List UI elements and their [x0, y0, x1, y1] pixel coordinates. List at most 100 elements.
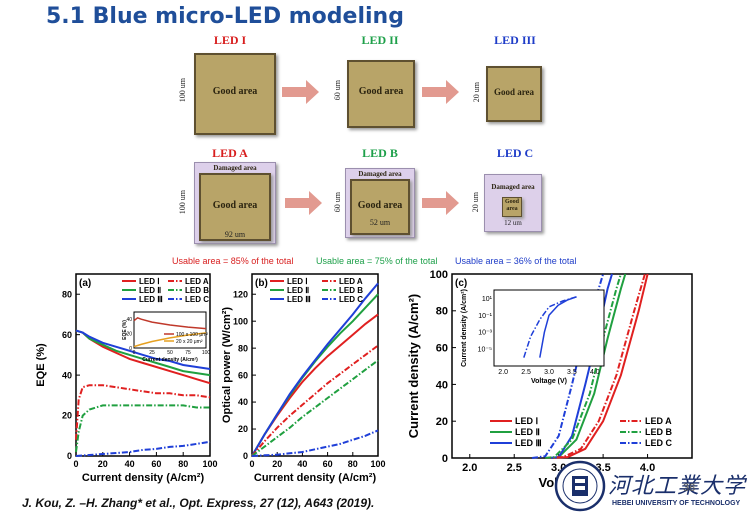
inset-x-tick-label: 3.0 [544, 369, 554, 376]
led-ii-label: LED II [361, 33, 399, 47]
panel-label: (a) [79, 278, 91, 289]
y-tick-label: 60 [62, 330, 72, 340]
led-b-good-area: Good area [357, 200, 403, 211]
inset-x-tick-label: 50 [167, 350, 173, 356]
chart-current-voltage: 2.0 2.5 3.0 3.5 4.0 0 20 40 60 80 100 Voltage (V) Cu… [406, 269, 693, 490]
series-line-led-ⅰ [549, 273, 649, 459]
y-tick-label: 0 [67, 451, 72, 461]
inset-series-line [523, 296, 577, 358]
y-tick-label: 60 [238, 370, 248, 380]
led-a-frame: Damaged area Good area 92 um [194, 162, 276, 244]
legend-label: LED Ⅱ [515, 427, 540, 437]
inset-y-tick-label: 10¹ [482, 296, 493, 303]
x-axis-label: Current density (A/cm²) [82, 472, 205, 484]
y-tick-label: 20 [238, 424, 248, 434]
y-axis-label: EQE (%) [35, 343, 47, 387]
inset-y-tick-label: 20 [126, 331, 132, 337]
x-tick-label: 80 [348, 459, 358, 469]
led-a-good-area: Good area [212, 200, 258, 211]
led-i-chip: Good area [194, 53, 276, 135]
legend-label: LED Ⅱ [287, 286, 309, 295]
x-tick-label: 0 [249, 459, 254, 469]
led-i-label: LED I [213, 33, 247, 47]
x-tick-label: 0 [73, 459, 78, 469]
led-a-label: LED A [212, 146, 248, 160]
led-iii-chip: Good area [486, 66, 542, 122]
legend-label: LED Ⅰ [515, 416, 538, 426]
y-axis-label: Optical power (W/cm²) [222, 307, 233, 423]
inset-x-tick-label: 4.0 [590, 369, 600, 376]
inset-x-tick-label: 25 [149, 350, 155, 356]
chart-optical-power: 0 20 40 60 80 100 0 20 40 60 80 100 120 Current densi… [222, 273, 386, 484]
panel-label: (c) [455, 278, 467, 289]
series-line-led-c [531, 273, 605, 459]
y-tick-label: 40 [238, 397, 248, 407]
x-tick-label: 40 [125, 459, 135, 469]
led-b-damaged-area: Damaged area [358, 170, 402, 178]
inset-x-axis-label: Voltage (V) [531, 378, 567, 385]
usable-area-led-a: Usable area = 85% of the total [172, 256, 294, 266]
inset-series-line [133, 332, 207, 348]
usable-area-led-b: Usable area = 75% of the total [316, 256, 438, 266]
legend-label: LED A [645, 416, 672, 426]
inset-x-axis-label: Current density (A/cm²) [142, 357, 198, 363]
led-c-inner-dimension: 12 um [504, 219, 522, 227]
series-line-led-a [545, 273, 646, 459]
y-tick-label: 0 [442, 453, 448, 465]
led-b-inner-dimension: 52 um [369, 218, 391, 227]
legend-label: LED C [185, 295, 209, 304]
legend-label: LED Ⅱ [139, 286, 161, 295]
citation: J. Kou, Z. –H. Zhang* et al., Opt. Expre… [22, 496, 375, 510]
arrow-right-icon [422, 80, 459, 104]
x-axis-label: Current density (A/cm²) [254, 472, 377, 484]
inset-x-tick-label: 3.5 [567, 369, 577, 376]
inset-series-line [133, 316, 207, 330]
plot-frame [75, 273, 211, 457]
legend-label: LED C [645, 438, 673, 448]
usable-area-led-c: Usable area = 36% of the total [455, 256, 577, 266]
x-tick-label: 80 [178, 459, 188, 469]
led-c-dimension: 20 um [471, 192, 480, 213]
series-line-led-b [545, 273, 622, 459]
legend-label: LED Ⅲ [139, 295, 163, 304]
inset-x-tick-label: 2.5 [521, 369, 531, 376]
legend-label: LED B [645, 427, 673, 437]
led-c-damaged-area: Damaged area [491, 183, 535, 191]
arrow-right-icon [422, 191, 459, 215]
led-c-frame: Damaged area Good area 12 um [484, 174, 542, 232]
led-iii-label: LED III [494, 33, 536, 47]
arrow-right-icon [282, 80, 319, 104]
legend-label: LED B [339, 286, 363, 295]
x-tick-label: 100 [202, 459, 217, 469]
inset-y-axis-label: EQE (%) [122, 320, 128, 340]
slide-title: 5.1 Blue micro-LED modeling [46, 4, 404, 29]
legend-label: LED A [339, 277, 363, 286]
x-tick-label: 20 [98, 459, 108, 469]
series-line-led-a [251, 344, 379, 457]
led-iii-good-area: Good area [493, 87, 535, 97]
legend-label: LED Ⅲ [287, 295, 311, 304]
x-tick-label: 20 [272, 459, 282, 469]
series-line-led-c [75, 440, 211, 457]
y-tick-label: 80 [238, 343, 248, 353]
legend-label: LED C [339, 295, 363, 304]
inset-frame [133, 311, 207, 349]
x-tick-label: 2.0 [462, 462, 477, 474]
y-tick-label: 120 [233, 289, 248, 299]
x-tick-label: 4.0 [640, 462, 655, 474]
legend-label: LED Ⅰ [287, 277, 308, 286]
led-a-dimension: 100 um [178, 190, 187, 215]
legend-label: LED Ⅰ [139, 277, 160, 286]
series-line-led-ⅱ [75, 329, 211, 377]
chart-eqe: 0 20 40 60 80 100 0 20 40 60 80 Current density (A/… [35, 273, 218, 484]
led-iii-dimension: 20 um [472, 82, 481, 103]
led-c-label: LED C [496, 146, 534, 160]
inset-x-tick-label: 2.0 [498, 369, 508, 376]
x-tick-label: 40 [297, 459, 307, 469]
legend-label: LED Ⅲ [515, 438, 542, 448]
y-tick-label: 80 [436, 306, 448, 318]
plot-frame [451, 273, 693, 459]
y-tick-label: 100 [233, 316, 248, 326]
led-a-damaged-area: Damaged area [213, 164, 257, 172]
inset-legend-label: 100 x 100 μm² [176, 332, 208, 338]
